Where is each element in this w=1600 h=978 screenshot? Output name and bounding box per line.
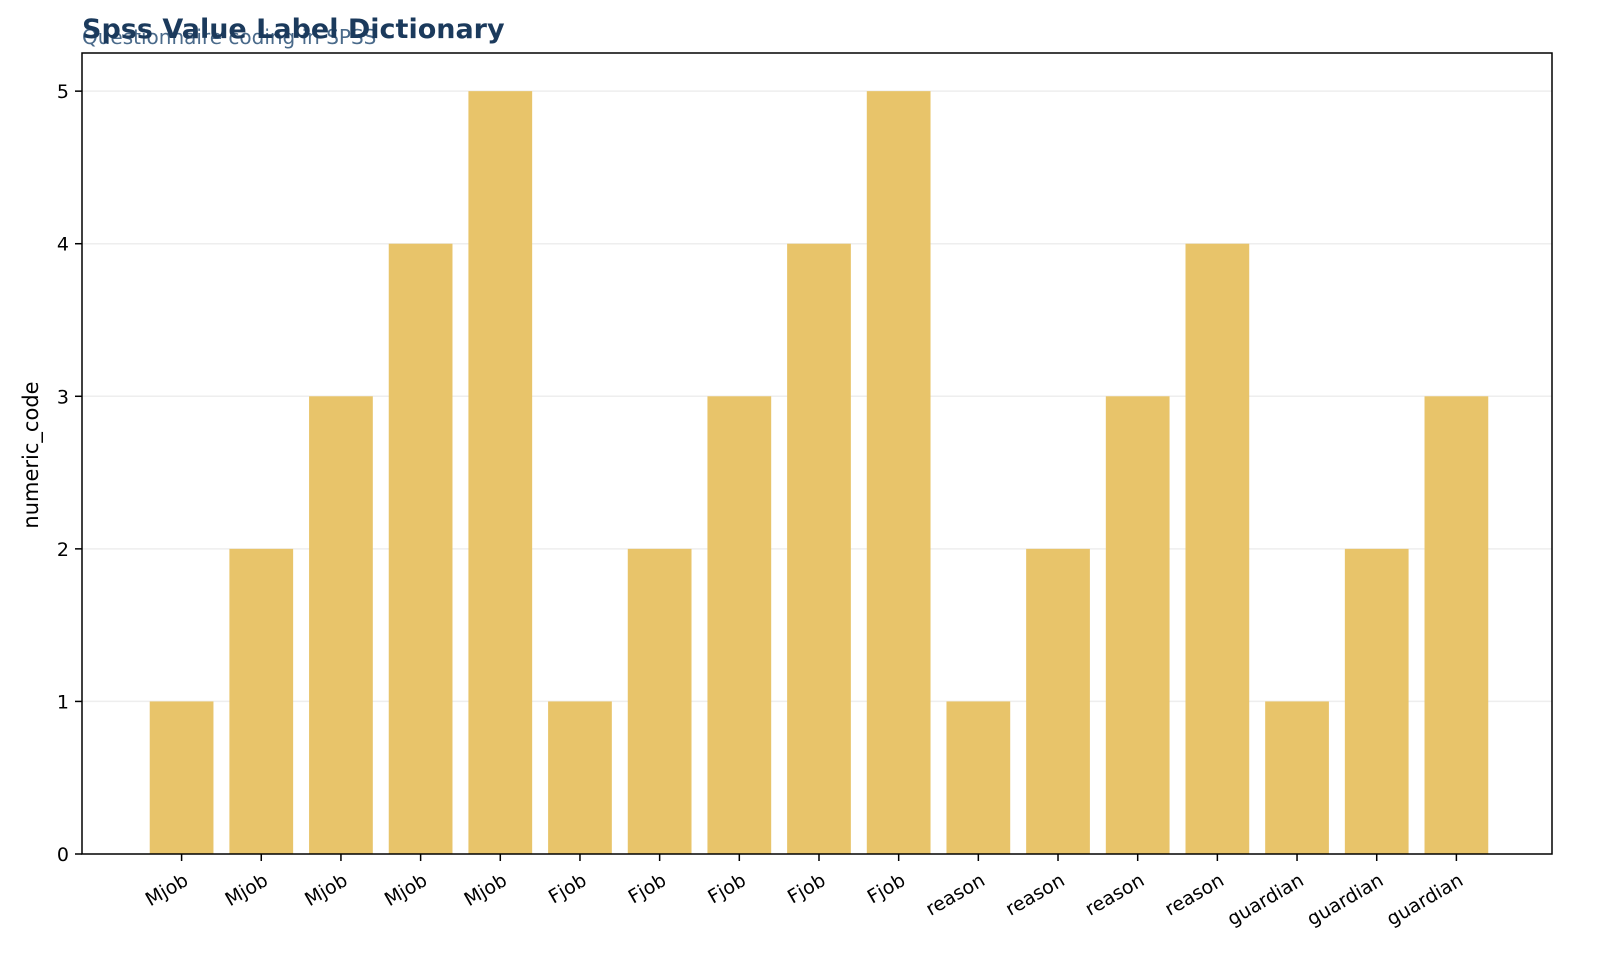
x-tick-label: guardian (1383, 869, 1467, 930)
bar (1265, 701, 1329, 854)
x-tick-label: reason (922, 869, 989, 920)
bar (229, 548, 294, 854)
y-axis-label: numeric_code (19, 381, 44, 528)
x-tick-label: Fjob (625, 869, 671, 908)
x-tick-label: Fjob (864, 869, 910, 908)
y-tick-label: 2 (57, 539, 69, 561)
x-tick-label: Mjob (461, 869, 511, 911)
bar (1344, 548, 1409, 854)
bar (707, 396, 772, 854)
x-tick-label: reason (1002, 869, 1069, 920)
y-tick-label: 5 (57, 81, 69, 103)
x-tick-label: Fjob (704, 869, 750, 908)
x-tick-label: Mjob (142, 869, 192, 911)
bar (866, 91, 931, 854)
chart-title: Spss Value Label Dictionary (82, 14, 505, 45)
y-tick-label: 4 (57, 234, 69, 256)
y-tick-label: 1 (57, 691, 69, 713)
x-tick-label: reason (1082, 869, 1149, 920)
bar (468, 91, 533, 854)
x-tick-label: Fjob (784, 869, 830, 908)
x-tick-label: reason (1161, 869, 1228, 920)
y-tick-label: 3 (57, 386, 69, 408)
x-tick-label: guardian (1224, 869, 1308, 930)
x-axis-ticks: Mjob Mjob Mjob Mjob Mjob Fjob Fjob Fjob Fjob Fjob… (142, 854, 1467, 930)
bar (309, 396, 373, 854)
x-tick-label: Mjob (221, 869, 271, 911)
x-tick-label: guardian (1303, 869, 1387, 930)
y-tick-label: 0 (57, 844, 69, 866)
bar (1185, 243, 1250, 854)
bar (1424, 396, 1489, 854)
bar (1105, 396, 1170, 854)
bar (946, 701, 1011, 854)
bar (1026, 548, 1090, 854)
plot-frame (81, 52, 1553, 855)
y-axis-ticks: 0 1 2 3 4 5 (57, 81, 82, 866)
bar (787, 243, 851, 854)
bars (149, 91, 1489, 854)
x-tick-label: Mjob (381, 869, 431, 911)
bar (548, 701, 612, 854)
bar (388, 243, 453, 854)
x-tick-label: Fjob (545, 869, 591, 908)
x-tick-label: Mjob (301, 869, 351, 911)
bar (149, 701, 214, 854)
chart-subtitle: Questionnaire coding in SPSS (82, 25, 376, 49)
bar (627, 548, 692, 854)
